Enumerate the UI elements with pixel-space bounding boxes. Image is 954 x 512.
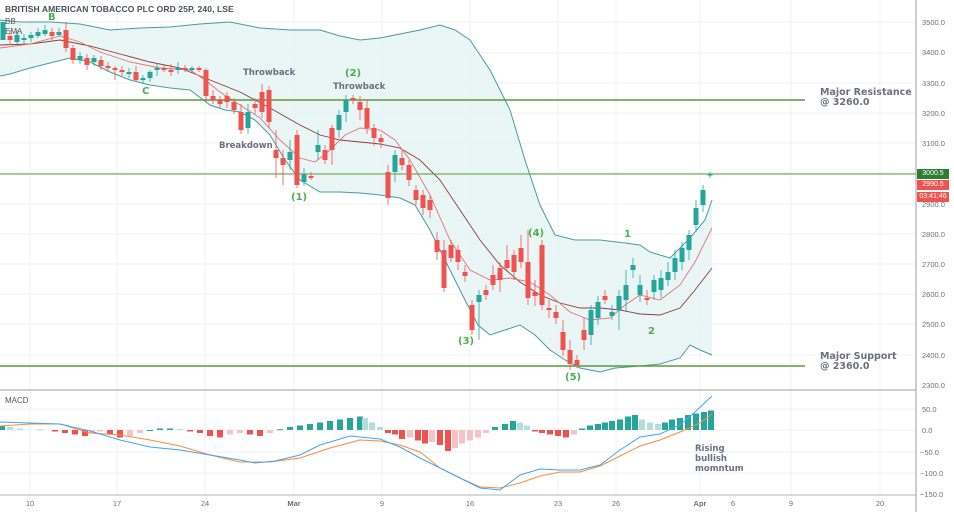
resistance-label-line2: @ 3260.0 xyxy=(820,97,870,108)
wave-label-1: 1 xyxy=(624,229,631,240)
svg-text:50.0: 50.0 xyxy=(922,405,937,414)
resistance-label-line1: Major Resistance xyxy=(820,87,912,98)
macd-line xyxy=(0,395,713,491)
svg-text:9: 9 xyxy=(789,499,793,508)
wave-label-2-paren: (2) xyxy=(345,68,361,79)
chart-title: BRITISH AMERICAN TOBACCO PLC ORD 25P, 24… xyxy=(5,4,234,14)
momentum-label-line3: momntum xyxy=(695,464,744,474)
momentum-label-line2: bullish xyxy=(695,454,727,464)
bollinger-band-fill xyxy=(0,20,712,372)
macd-axis-ticks: 50.0 0.0 −50.0 −100.0 −150.0 xyxy=(920,405,943,499)
svg-text:3200.0: 3200.0 xyxy=(922,109,945,118)
svg-text:2600.0: 2600.0 xyxy=(922,290,945,299)
macd-histogram xyxy=(0,410,714,451)
svg-text:2400.0: 2400.0 xyxy=(922,351,945,360)
throwback-label-2: Throwback xyxy=(333,82,386,92)
svg-text:2700.0: 2700.0 xyxy=(922,260,945,269)
svg-text:2900.0: 2900.0 xyxy=(922,200,945,209)
wave-labels: B C (1) (2) (3) (4) (5) 1 2 xyxy=(48,12,655,383)
bb-indicator-label[interactable]: BB xyxy=(5,17,16,26)
candles xyxy=(0,22,713,370)
svg-text:3500.0: 3500.0 xyxy=(922,18,945,27)
ema-fast-line xyxy=(0,35,713,321)
wave-label-3-paren: (3) xyxy=(458,336,474,347)
macd-indicator-label[interactable]: MACD xyxy=(5,396,29,405)
svg-text:3400.0: 3400.0 xyxy=(922,48,945,57)
svg-text:Apr: Apr xyxy=(694,499,707,508)
bollinger-upper-line xyxy=(0,19,713,259)
svg-text:2800.0: 2800.0 xyxy=(922,230,945,239)
macd-signal-line xyxy=(0,413,713,489)
support-label-line2: @ 2360.0 xyxy=(820,361,870,372)
svg-text:−50.0: −50.0 xyxy=(920,448,939,457)
svg-text:10: 10 xyxy=(26,499,34,508)
wave-label-b: B xyxy=(48,12,56,23)
svg-text:−100.0: −100.0 xyxy=(920,469,943,478)
svg-text:9: 9 xyxy=(380,499,384,508)
svg-text:26: 26 xyxy=(612,499,620,508)
wave-label-4-paren: (4) xyxy=(528,228,544,239)
momentum-label-line1: Rising xyxy=(695,444,725,454)
wave-label-2: 2 xyxy=(648,326,655,337)
bollinger-lower-line xyxy=(0,57,713,373)
throwback-label-1: Throwback xyxy=(243,68,296,78)
countdown-tag: 03:41:46 xyxy=(917,192,949,202)
svg-text:6: 6 xyxy=(731,499,735,508)
text-annotations: Throwback Breakdown Throwback xyxy=(219,68,386,151)
svg-text:Mar: Mar xyxy=(287,499,300,508)
support-label-line1: Major Support xyxy=(820,351,897,362)
wave-label-5-paren: (5) xyxy=(565,372,581,383)
svg-text:0.0: 0.0 xyxy=(922,426,932,435)
svg-text:3100.0: 3100.0 xyxy=(922,139,945,148)
wave-label-1-paren: (1) xyxy=(291,192,307,203)
svg-text:23: 23 xyxy=(554,499,562,508)
svg-text:−150.0: −150.0 xyxy=(920,490,943,499)
ema-indicator-label[interactable]: EMA xyxy=(5,27,23,36)
current-price-tag: 2990.5 xyxy=(917,180,949,190)
svg-text:3300.0: 3300.0 xyxy=(922,79,945,88)
svg-text:16: 16 xyxy=(466,499,474,508)
last-price-tag: 3000.5 xyxy=(917,169,949,179)
breakdown-label: Breakdown xyxy=(219,141,273,151)
price-axis-ticks: 3500.0 3400.0 3300.0 3200.0 3100.0 2900.0 2… xyxy=(922,18,945,390)
svg-text:24: 24 xyxy=(201,499,209,508)
svg-text:17: 17 xyxy=(113,499,121,508)
svg-text:2500.0: 2500.0 xyxy=(922,320,945,329)
time-axis-ticks: 10 17 24 Mar 9 16 23 26 Apr 6 9 20 xyxy=(26,499,884,508)
svg-text:2300.0: 2300.0 xyxy=(922,381,945,390)
wave-label-c: C xyxy=(142,86,149,97)
svg-text:20: 20 xyxy=(876,499,884,508)
